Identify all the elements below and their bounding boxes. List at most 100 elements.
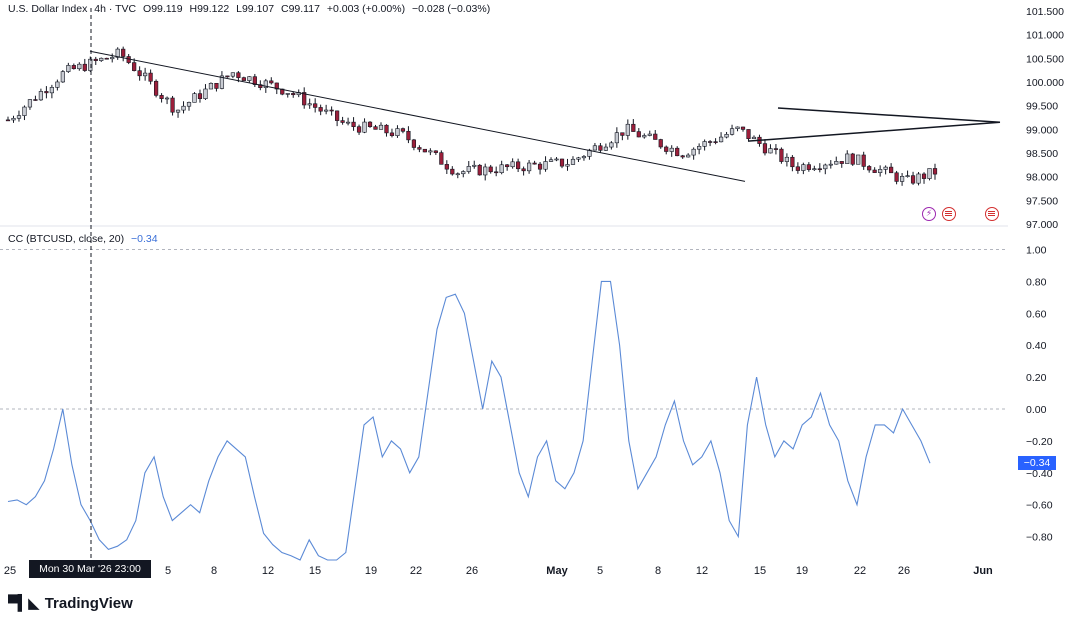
candle-body	[175, 109, 181, 113]
us-flag-event-icon[interactable]	[985, 207, 999, 221]
price-candle	[768, 144, 773, 154]
price-candle	[510, 158, 515, 169]
candle-body	[532, 162, 537, 165]
price-candle	[351, 117, 356, 131]
candle-body	[356, 126, 362, 133]
price-tick-label: 97.500	[1026, 195, 1058, 207]
price-candle	[285, 93, 290, 98]
price-candle	[455, 172, 460, 179]
price-candle	[680, 154, 685, 159]
price-candle	[411, 138, 417, 151]
candle-body	[910, 175, 916, 184]
candle-body	[889, 166, 894, 174]
candle-body	[428, 150, 433, 153]
tradingview-logo[interactable]: ▀▍◣ TradingView	[8, 594, 133, 613]
candle-body	[5, 119, 11, 122]
us-flag-event-icon[interactable]	[942, 207, 956, 221]
candle-body	[658, 139, 663, 148]
time-axis[interactable]: 25 5 8 12 15 19 22 26 May 5 8 12 15 19 22 26 Jun	[4, 565, 993, 577]
price-candle	[751, 135, 757, 140]
candle-body	[603, 146, 608, 151]
candle-body	[461, 171, 466, 175]
price-candle	[916, 172, 921, 186]
candle-body	[208, 82, 214, 90]
price-tick-label: 99.500	[1026, 101, 1058, 113]
price-candle	[378, 122, 384, 130]
cc-tick-label: 0.00	[1026, 404, 1047, 416]
time-tick-label: May	[546, 565, 568, 577]
candle-body	[219, 75, 225, 89]
price-candle	[154, 79, 159, 98]
candle-body	[329, 109, 334, 112]
candle-body	[559, 158, 565, 167]
price-candle	[428, 148, 433, 156]
candle-body	[614, 132, 619, 144]
candle-body	[66, 65, 71, 72]
price-candle	[625, 119, 630, 140]
candle-body	[570, 158, 576, 165]
price-candle	[38, 88, 44, 101]
time-tick-label: 12	[696, 565, 708, 577]
price-candle	[548, 157, 554, 162]
candle-body	[351, 121, 356, 127]
price-trendlines[interactable]	[89, 50, 1001, 182]
candle-body	[828, 163, 833, 166]
price-candle	[856, 154, 861, 165]
price-axis[interactable]: 101.500 101.000 100.500 100.000 99.500 99.000…	[1026, 6, 1064, 231]
price-candle	[488, 164, 493, 174]
indicator-label[interactable]: CC (BTCUSD, close, 20)	[8, 233, 125, 245]
candle-body	[746, 129, 751, 140]
candle-body	[230, 72, 235, 77]
candle-body	[335, 110, 340, 121]
candle-body	[225, 75, 230, 78]
candle-body	[307, 103, 312, 106]
price-candle	[433, 150, 438, 155]
interval-source[interactable]: 4h · TVC	[94, 3, 137, 15]
price-candle	[148, 69, 153, 85]
candle-body	[872, 169, 877, 173]
price-candle	[313, 98, 318, 113]
price-candle	[121, 46, 126, 62]
price-candle	[291, 91, 296, 98]
price-candle	[367, 121, 373, 128]
price-candle	[345, 117, 351, 126]
price-tick-label: 98.500	[1026, 148, 1058, 160]
price-candle	[675, 146, 680, 157]
price-pane[interactable]	[5, 46, 938, 186]
cc-tick-label: 1.00	[1026, 245, 1047, 257]
candle-body	[483, 166, 488, 176]
bolt-event-icon[interactable]: ⚡	[922, 207, 936, 221]
price-candle	[192, 92, 197, 103]
cc-tick-label: −0.60	[1026, 500, 1053, 512]
price-candle	[543, 156, 548, 172]
candle-body	[664, 146, 669, 152]
price-candle	[899, 172, 905, 186]
cc-axis[interactable]: 1.00 0.80 0.60 0.40 0.20 0.00 −0.20 −0.40 −0.60 −…	[1026, 245, 1053, 544]
candle-body	[373, 126, 378, 130]
price-candle	[636, 128, 641, 138]
candle-body	[252, 76, 257, 85]
price-candle	[318, 104, 323, 116]
symbol-name[interactable]: U.S. Dollar Index	[8, 3, 88, 15]
candle-body	[729, 128, 735, 135]
price-candle	[214, 82, 219, 92]
candle-body	[735, 126, 740, 129]
cc-pane[interactable]	[7, 280, 931, 561]
price-candle	[603, 143, 608, 151]
indicator-value: −0.34	[131, 233, 158, 245]
price-candle	[740, 126, 746, 132]
price-candle	[620, 132, 625, 141]
price-candle	[691, 147, 696, 160]
candle-body	[241, 77, 246, 81]
crosshair-date-label: Mon 30 Mar '26 23:00	[29, 560, 151, 578]
candle-body	[367, 121, 373, 128]
ohlc-close: C99.117	[281, 3, 320, 15]
time-tick-label: 25	[4, 565, 16, 577]
price-candle	[708, 140, 713, 147]
price-candle	[329, 106, 334, 116]
candle-body	[16, 115, 22, 119]
trendline-triangle-lower	[747, 121, 1001, 142]
price-candle	[389, 128, 395, 138]
candle-body	[488, 166, 493, 173]
